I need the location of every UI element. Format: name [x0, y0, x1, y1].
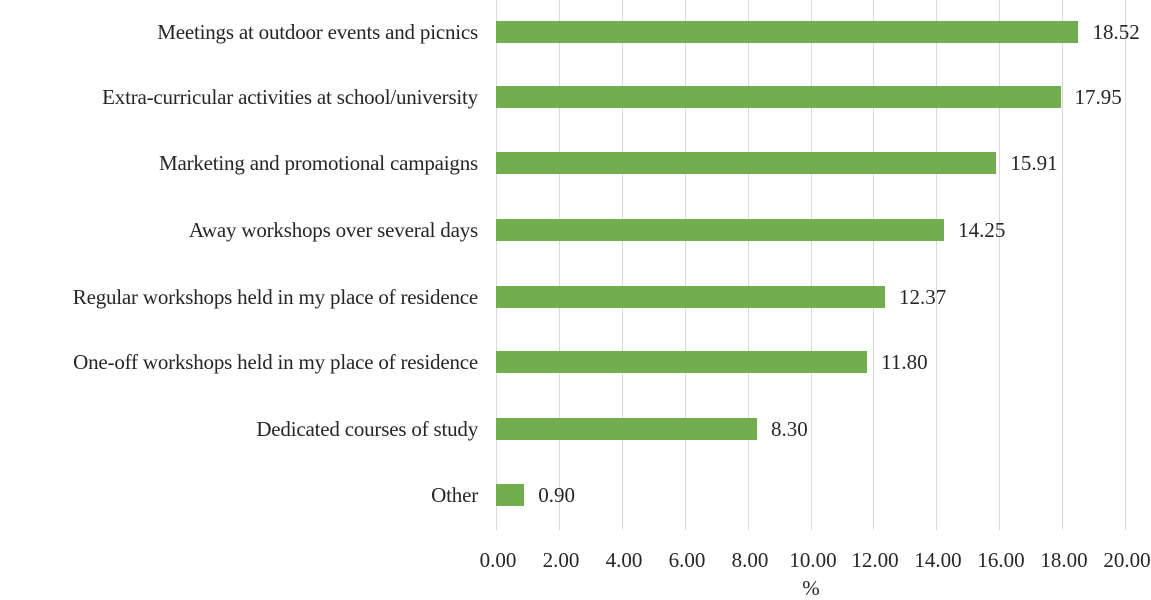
value-label: 14.25 [958, 218, 1006, 242]
category-label: One-off workshops held in my place of re… [73, 350, 478, 374]
x-tick-label: 8.00 [731, 548, 769, 572]
bar [496, 418, 758, 440]
gridline [936, 0, 937, 530]
x-tick-label: 0.00 [479, 548, 517, 572]
x-tick-label: 16.00 [977, 548, 1025, 572]
x-tick-label: 12.00 [851, 548, 899, 572]
bar [496, 152, 997, 174]
x-tick-label: 18.00 [1040, 548, 1088, 572]
category-label: Marketing and promotional campaigns [158, 151, 478, 175]
gridline [622, 0, 623, 530]
x-axis-title: % [802, 576, 820, 600]
category-label: Dedicated courses of study [256, 417, 478, 441]
value-label: 18.52 [1092, 20, 1140, 44]
x-tick-label: 20.00 [1103, 548, 1151, 572]
category-label: Meetings at outdoor events and picnics [157, 20, 478, 44]
bar [496, 351, 868, 373]
value-label: 0.90 [538, 483, 576, 507]
x-tick-label: 10.00 [789, 548, 837, 572]
gridline [873, 0, 874, 530]
gridline [1062, 0, 1063, 530]
gridline [748, 0, 749, 530]
value-label: 11.80 [881, 350, 928, 374]
gridline [496, 0, 497, 530]
category-label: Extra-curricular activities at school/un… [102, 85, 478, 109]
value-label: 8.30 [771, 417, 808, 441]
bar [496, 286, 886, 308]
gridline [685, 0, 686, 530]
category-label: Regular workshops held in my place of re… [72, 285, 478, 309]
category-label: Other [431, 483, 478, 507]
bar [496, 86, 1061, 108]
gridline [999, 0, 1000, 530]
gridline [559, 0, 560, 530]
gridline [1125, 0, 1126, 530]
x-tick-label: 14.00 [914, 548, 962, 572]
gridline [811, 0, 812, 530]
x-tick-label: 6.00 [668, 548, 706, 572]
category-label: Away workshops over several days [188, 218, 478, 242]
bar [496, 219, 945, 241]
value-label: 17.95 [1074, 85, 1122, 109]
value-label: 15.91 [1010, 151, 1058, 175]
bar [496, 21, 1079, 43]
bar [496, 484, 525, 506]
x-tick-label: 2.00 [542, 548, 580, 572]
value-label: 12.37 [899, 285, 947, 309]
x-tick-label: 4.00 [605, 548, 643, 572]
